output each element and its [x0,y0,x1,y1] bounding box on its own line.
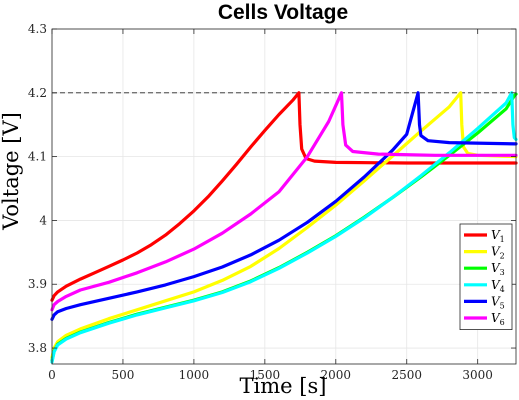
y-tick-label: 3.9 [28,277,47,291]
y-tick-label: 4.1 [28,150,47,164]
x-tick-label: 1500 [250,368,281,382]
x-tick-label: 2500 [391,368,422,382]
legend-label-v2: V2 [491,245,505,261]
x-tick-label: 1000 [179,368,210,382]
legend-label-v1: V1 [491,228,505,244]
x-axis: 0 500 1000 1500 2000 2500 3000 [48,29,493,382]
series-line-v6 [50,91,518,312]
y-axis: 3.8 3.9 4 4.1 4.2 4.3 [28,22,516,355]
plot-area [52,29,516,364]
x-axis-label: Time [s] [240,374,327,398]
y-tick-label: 4.2 [28,86,47,100]
chart-title: Cells Voltage [218,1,348,24]
series-group [50,91,518,364]
legend-label-v5: V5 [491,294,505,310]
series-line-v2 [50,91,518,360]
y-tick-label: 4 [39,213,47,227]
legend-box [459,223,513,330]
plot-border [51,28,517,365]
y-tick-label: 4.3 [28,22,47,36]
x-tick-label: 3000 [462,368,493,382]
series-line-v1 [50,91,518,302]
y-axis-label: Voltage [V] [0,112,23,231]
y-tick-label: 3.8 [28,341,47,355]
x-tick-label: 0 [48,368,56,382]
x-tick-label: 500 [111,368,134,382]
legend-label-v4: V4 [491,278,505,294]
x-tick-label: 2000 [321,368,352,382]
legend-label-v3: V3 [491,261,505,277]
series-line-v4 [50,91,518,364]
series-line-v5 [50,91,518,321]
legend-label-v6: V6 [491,311,505,327]
